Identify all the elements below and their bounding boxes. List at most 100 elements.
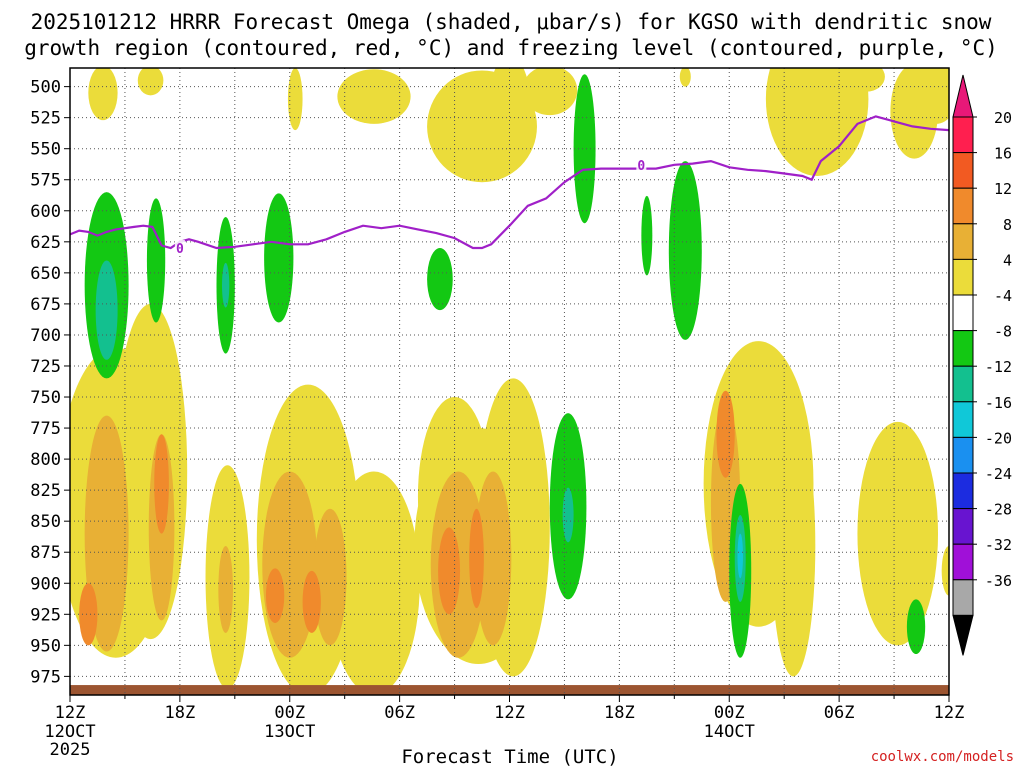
colorbar-cap-top bbox=[952, 74, 974, 118]
x-axis-title: Forecast Time (UTC) bbox=[401, 746, 618, 768]
omega-blob-neg12 bbox=[737, 533, 743, 579]
x-tick-label: 18Z bbox=[604, 703, 635, 723]
omega-blob-neg4 bbox=[427, 248, 453, 311]
x-tick-date-label: 12OCT bbox=[44, 722, 95, 742]
omega-blob-neg4 bbox=[264, 193, 294, 323]
y-tick-label: 875 bbox=[30, 543, 61, 563]
x-tick-label: 00Z bbox=[714, 703, 745, 723]
colorbar-swatch bbox=[952, 223, 974, 260]
y-tick-label: 925 bbox=[30, 605, 61, 625]
y-tick-label: 775 bbox=[30, 419, 61, 439]
y-tick-label: 525 bbox=[30, 109, 61, 129]
omega-blob-4 bbox=[328, 471, 420, 695]
y-axis: 500 525 550 575 600 625 650 675 700 725 750 775 800 8… bbox=[30, 78, 70, 687]
x-tick-date-label: 13OCT bbox=[264, 722, 315, 742]
omega-blob-12 bbox=[469, 508, 484, 609]
omega-blob-4 bbox=[137, 68, 164, 96]
colorbar-swatch bbox=[952, 330, 974, 367]
y-tick-label: 625 bbox=[30, 233, 61, 253]
colorbar: 20 16 12 8 4 -4 -8 -12 -16 -20 -24 -28 -32 -36 bbox=[952, 74, 1012, 656]
omega-blob-4 bbox=[848, 68, 885, 92]
y-tick-label: 850 bbox=[30, 512, 61, 532]
omega-blob-12 bbox=[302, 570, 321, 633]
y-tick-label: 975 bbox=[30, 667, 61, 687]
colorbar-label: -32 bbox=[985, 536, 1012, 554]
freezing-level-label: 0 bbox=[637, 159, 645, 174]
colorbar-label: 20 bbox=[994, 109, 1012, 127]
omega-blob-4 bbox=[522, 68, 578, 116]
colorbar-label: -4 bbox=[994, 287, 1012, 305]
omega-blob-8 bbox=[218, 546, 233, 633]
colorbar-swatch bbox=[952, 401, 974, 438]
freezing-level-label-bg bbox=[636, 156, 647, 172]
y-tick-label: 700 bbox=[30, 326, 61, 346]
y-tick-label: 500 bbox=[30, 78, 61, 98]
chart-title-line2: growth region (contoured, red, °C) and f… bbox=[24, 36, 998, 60]
omega-blob-4 bbox=[487, 68, 532, 168]
colorbar-label: -36 bbox=[985, 572, 1012, 590]
freezing-level-line bbox=[70, 115, 949, 250]
colorbar-swatch bbox=[952, 436, 974, 474]
omega-blob-4 bbox=[914, 68, 949, 124]
omega-blob-neg8 bbox=[562, 487, 574, 543]
y-tick-label: 725 bbox=[30, 357, 61, 377]
omega-blob-neg8 bbox=[221, 262, 230, 308]
omega-shading bbox=[70, 68, 949, 695]
omega-blob-neg4 bbox=[573, 74, 596, 224]
y-tick-label: 600 bbox=[30, 202, 61, 222]
omega-blob-neg4 bbox=[906, 599, 926, 655]
y-tick-label: 825 bbox=[30, 481, 61, 501]
omega-blob-8 bbox=[313, 508, 347, 646]
omega-blob-12 bbox=[716, 390, 735, 478]
omega-blob-8 bbox=[84, 415, 129, 652]
omega-blob-neg8 bbox=[95, 260, 118, 360]
ground-band bbox=[70, 685, 949, 695]
omega-blob-12 bbox=[265, 568, 285, 623]
x-tick-label: 12Z bbox=[934, 703, 965, 723]
chart-title-line1: 2025101212 HRRR Forecast Omega (shaded, … bbox=[31, 10, 992, 34]
colorbar-label: 16 bbox=[994, 145, 1012, 163]
y-tick-label: 550 bbox=[30, 140, 61, 160]
colorbar-label: -20 bbox=[985, 429, 1012, 447]
omega-blob-neg4 bbox=[641, 195, 653, 276]
freezing-level-label: 0 bbox=[176, 242, 184, 257]
colorbar-swatch bbox=[952, 116, 974, 154]
omega-blob-4 bbox=[679, 68, 691, 87]
grid-lines bbox=[69, 68, 950, 695]
omega-blob-neg4 bbox=[668, 161, 702, 340]
y-tick-label: 900 bbox=[30, 574, 61, 594]
credit-text: coolwx.com/models bbox=[871, 749, 1014, 765]
ground-terrain bbox=[70, 685, 949, 695]
y-tick-label: 575 bbox=[30, 171, 61, 191]
colorbar-label: -24 bbox=[985, 465, 1012, 483]
y-tick-label: 750 bbox=[30, 388, 61, 408]
y-tick-label: 675 bbox=[30, 295, 61, 315]
x-tick-label: 00Z bbox=[274, 703, 305, 723]
colorbar-label: -12 bbox=[985, 358, 1012, 376]
x-tick-label: 18Z bbox=[165, 703, 196, 723]
y-tick-label: 800 bbox=[30, 450, 61, 470]
colorbar-label: 4 bbox=[1003, 251, 1012, 269]
omega-blob-12 bbox=[79, 583, 98, 646]
colorbar-swatch bbox=[952, 152, 974, 189]
colorbar-swatch bbox=[952, 365, 974, 403]
y-tick-label: 950 bbox=[30, 636, 61, 656]
colorbar-swatch bbox=[952, 294, 974, 332]
freezing-level-contour: 00 bbox=[70, 115, 949, 257]
x-tick-label: 12Z bbox=[494, 703, 525, 723]
colorbar-swatch bbox=[952, 258, 974, 296]
freezing-level-label-bg bbox=[174, 240, 185, 256]
x-tick-label: 06Z bbox=[824, 703, 855, 723]
colorbar-label: -16 bbox=[985, 394, 1012, 412]
omega-blob-4 bbox=[88, 68, 118, 121]
colorbar-swatch bbox=[952, 472, 974, 510]
omega-blob-4 bbox=[771, 415, 816, 677]
colorbar-swatch bbox=[952, 508, 974, 545]
y-tick-label: 650 bbox=[30, 264, 61, 284]
omega-blob-neg4 bbox=[146, 198, 166, 323]
colorbar-swatch bbox=[952, 579, 974, 616]
omega-blob-4 bbox=[287, 68, 303, 131]
omega-blob-4 bbox=[857, 421, 939, 646]
